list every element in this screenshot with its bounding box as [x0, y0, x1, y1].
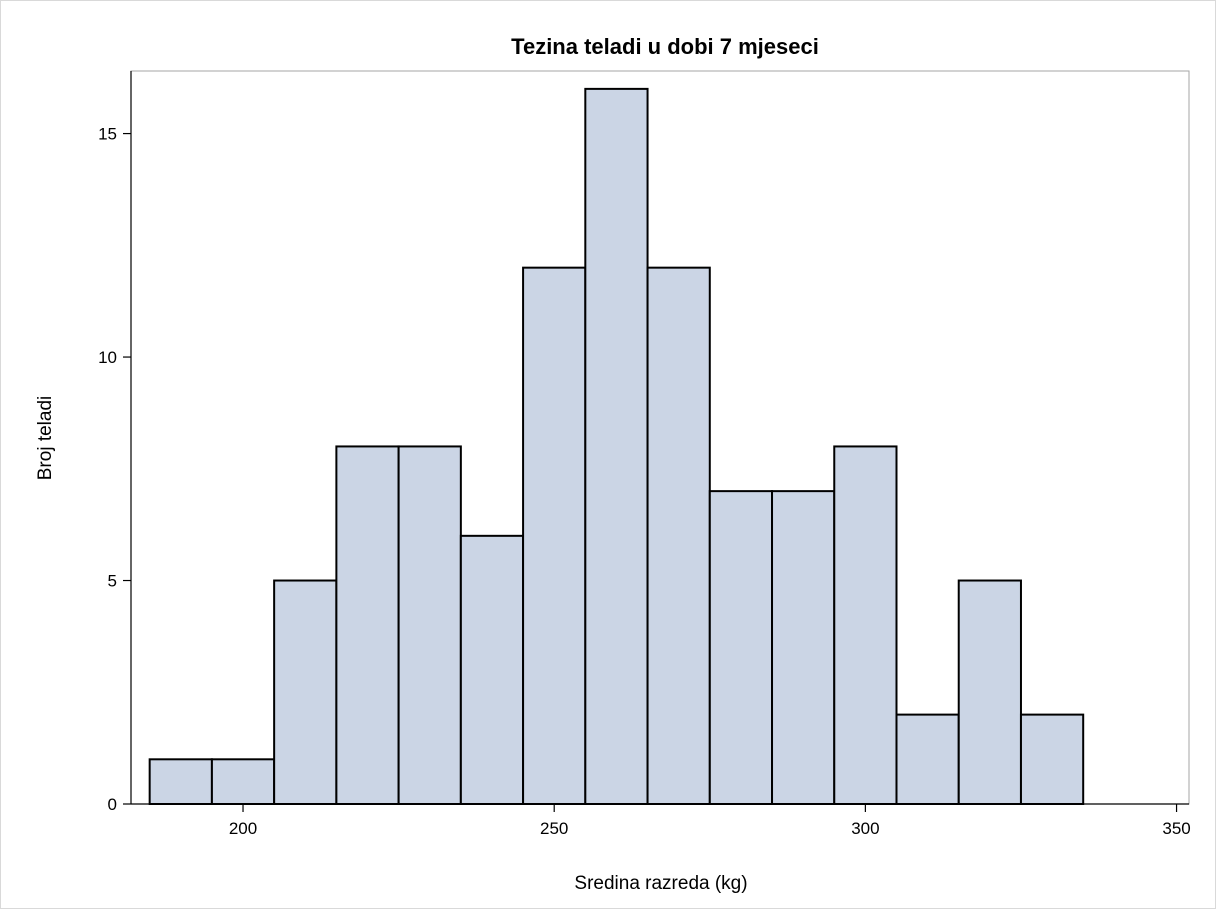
- y-tick-label: 5: [108, 572, 117, 591]
- histogram-bar: [335, 445, 400, 805]
- y-axis-label: Broj teladi: [35, 396, 56, 481]
- y-tick-label: 15: [98, 125, 117, 144]
- histogram-bar: [1019, 713, 1085, 805]
- histogram-bar: [895, 713, 960, 805]
- histogram-bar: [522, 266, 587, 806]
- x-tick-label: 250: [540, 819, 568, 838]
- x-axis-label: Sredina razreda (kg): [574, 873, 747, 894]
- histogram-bar: [708, 490, 774, 805]
- y-tick-label: 10: [98, 348, 117, 367]
- y-axis-ticks: 0 5 10 15: [98, 125, 131, 814]
- x-tick-label: 200: [229, 819, 257, 838]
- histogram-bar: [646, 266, 711, 806]
- histogram-bar: [210, 758, 276, 805]
- y-tick-label: 0: [108, 795, 117, 814]
- x-tick-label: 350: [1162, 819, 1190, 838]
- histogram-bar: [273, 579, 338, 806]
- histogram-bar: [584, 87, 649, 805]
- histogram-bar: [459, 534, 525, 806]
- chart-title: Tezina teladi u dobi 7 mjeseci: [511, 34, 819, 59]
- histogram-bar: [833, 445, 898, 805]
- histogram-bar: [771, 490, 836, 805]
- histogram-bar: [957, 579, 1022, 806]
- histogram-bar: [397, 445, 462, 805]
- bars-group: [148, 87, 1085, 806]
- histogram-bar: [148, 758, 213, 805]
- x-tick-label: 300: [851, 819, 879, 838]
- x-axis-ticks: 200 250 300 350: [229, 804, 1191, 838]
